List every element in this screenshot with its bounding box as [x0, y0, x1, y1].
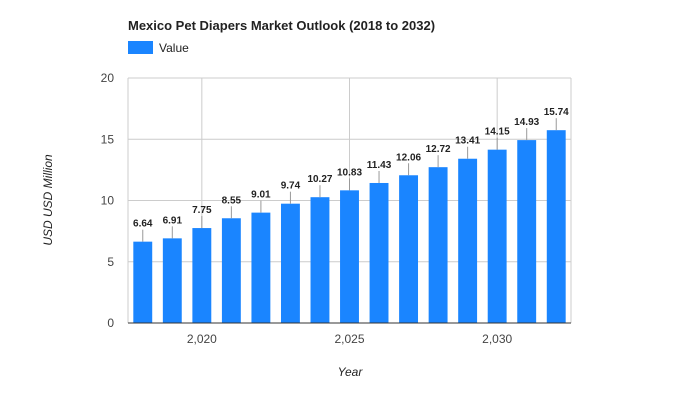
label-leaders [142, 118, 557, 242]
data-label: 8.55 [222, 195, 242, 206]
data-label: 10.27 [307, 174, 332, 185]
y-tick-label: 20 [101, 71, 115, 85]
bar [251, 212, 271, 323]
bar [192, 228, 212, 323]
x-tick-label: 2,025 [334, 332, 364, 346]
data-label: 6.64 [133, 219, 153, 230]
x-tick-label: 2,030 [482, 332, 512, 346]
bar [221, 218, 241, 323]
chart-title: Mexico Pet Diapers Market Outlook (2018 … [128, 18, 435, 33]
bar [310, 197, 330, 323]
bar [162, 238, 182, 323]
legend-label-value: Value [159, 41, 189, 55]
x-tick-label: 2,020 [187, 332, 217, 346]
y-tick-label: 0 [107, 316, 114, 330]
data-labels: 6.64 6.91 7.75 8.55 9.01 9.74 10.27 10.83 11.43 1… [133, 107, 569, 229]
y-axis-ticks: 0 5 10 15 20 [101, 71, 115, 330]
bar [517, 140, 537, 323]
y-tick-label: 5 [107, 255, 114, 269]
data-label: 9.01 [251, 190, 271, 201]
x-axis-ticks: 2,020 2,025 2,030 [187, 332, 513, 346]
legend-swatch [128, 41, 153, 54]
bar [340, 190, 359, 323]
data-label: 14.93 [514, 117, 539, 128]
data-label: 12.72 [426, 144, 451, 155]
data-label: 13.41 [455, 136, 480, 147]
data-label: 14.15 [485, 127, 510, 138]
y-tick-label: 10 [101, 194, 115, 208]
bar [487, 149, 507, 323]
bars [133, 130, 566, 323]
bar [133, 241, 153, 323]
data-label: 15.74 [544, 107, 569, 118]
data-label: 9.74 [281, 181, 301, 192]
data-label: 10.83 [337, 167, 362, 178]
bar [428, 167, 448, 323]
bar [369, 182, 389, 323]
data-label: 6.91 [163, 215, 183, 226]
data-label: 11.43 [367, 160, 392, 171]
x-axis-title: Year [338, 365, 364, 379]
bar [546, 130, 566, 323]
legend: Value [128, 41, 189, 55]
y-axis-title: USD USD Million [41, 154, 55, 246]
data-label: 12.06 [396, 152, 421, 163]
data-label: 7.75 [192, 205, 212, 216]
y-tick-label: 15 [101, 132, 115, 146]
bar [458, 158, 478, 323]
bar [399, 175, 419, 323]
bar [280, 203, 300, 323]
